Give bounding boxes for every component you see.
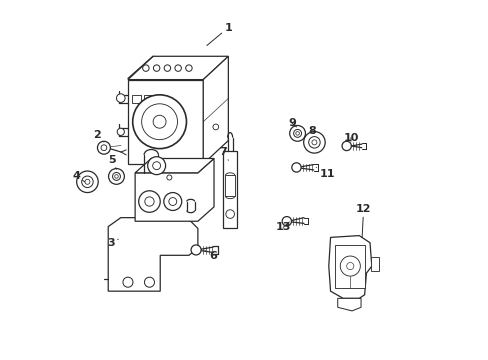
Circle shape (340, 256, 360, 276)
Bar (131, 95, 140, 103)
Circle shape (85, 179, 90, 184)
Circle shape (341, 141, 351, 150)
Circle shape (101, 145, 106, 150)
Circle shape (225, 210, 234, 219)
Text: 1: 1 (206, 23, 232, 45)
Polygon shape (135, 158, 214, 221)
Circle shape (212, 124, 218, 130)
Polygon shape (328, 235, 371, 298)
Circle shape (117, 128, 124, 135)
Polygon shape (128, 80, 203, 164)
Text: 9: 9 (287, 118, 296, 128)
Text: 10: 10 (343, 133, 358, 143)
Bar (225, 175, 234, 196)
Bar (144, 95, 153, 103)
Text: 5: 5 (108, 155, 116, 169)
Circle shape (112, 172, 120, 180)
Circle shape (153, 65, 160, 71)
Text: 7: 7 (219, 147, 228, 160)
Polygon shape (337, 298, 360, 311)
Circle shape (152, 162, 160, 170)
Polygon shape (203, 56, 228, 164)
Polygon shape (128, 56, 228, 80)
Circle shape (163, 193, 182, 211)
Circle shape (144, 277, 154, 287)
Circle shape (122, 277, 133, 287)
Circle shape (81, 176, 93, 188)
Circle shape (97, 141, 110, 154)
Circle shape (147, 157, 165, 175)
Circle shape (153, 115, 166, 128)
Circle shape (289, 126, 305, 141)
Circle shape (116, 94, 125, 103)
Circle shape (132, 95, 186, 149)
Text: 4: 4 (72, 171, 85, 182)
Text: 2: 2 (93, 130, 104, 142)
Circle shape (77, 171, 98, 193)
Circle shape (291, 163, 301, 172)
Circle shape (282, 217, 291, 226)
Text: 3: 3 (107, 238, 118, 248)
Circle shape (175, 65, 181, 71)
Circle shape (115, 175, 118, 178)
Text: 12: 12 (355, 204, 370, 237)
Circle shape (308, 136, 320, 148)
Circle shape (295, 132, 299, 135)
Circle shape (191, 245, 201, 255)
Circle shape (311, 140, 316, 145)
Polygon shape (108, 218, 198, 291)
Text: 11: 11 (316, 167, 334, 179)
Bar (335, 244, 364, 288)
Circle shape (142, 65, 149, 71)
Circle shape (168, 198, 176, 206)
Polygon shape (135, 158, 214, 173)
Bar (223, 151, 237, 228)
Text: 6: 6 (204, 251, 217, 261)
Circle shape (303, 132, 325, 153)
Text: 13: 13 (275, 222, 290, 232)
Circle shape (293, 130, 301, 137)
Circle shape (108, 168, 124, 184)
Circle shape (164, 65, 170, 71)
Circle shape (185, 65, 192, 71)
Circle shape (346, 262, 353, 270)
Bar (370, 257, 378, 271)
Text: 8: 8 (308, 126, 316, 135)
Circle shape (142, 104, 177, 140)
Circle shape (166, 175, 171, 180)
Circle shape (139, 191, 160, 212)
Circle shape (144, 197, 154, 206)
